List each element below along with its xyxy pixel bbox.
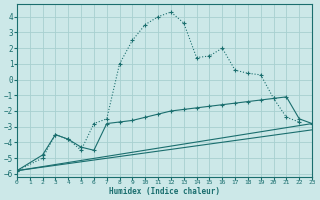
X-axis label: Humidex (Indice chaleur): Humidex (Indice chaleur) [109,187,220,196]
